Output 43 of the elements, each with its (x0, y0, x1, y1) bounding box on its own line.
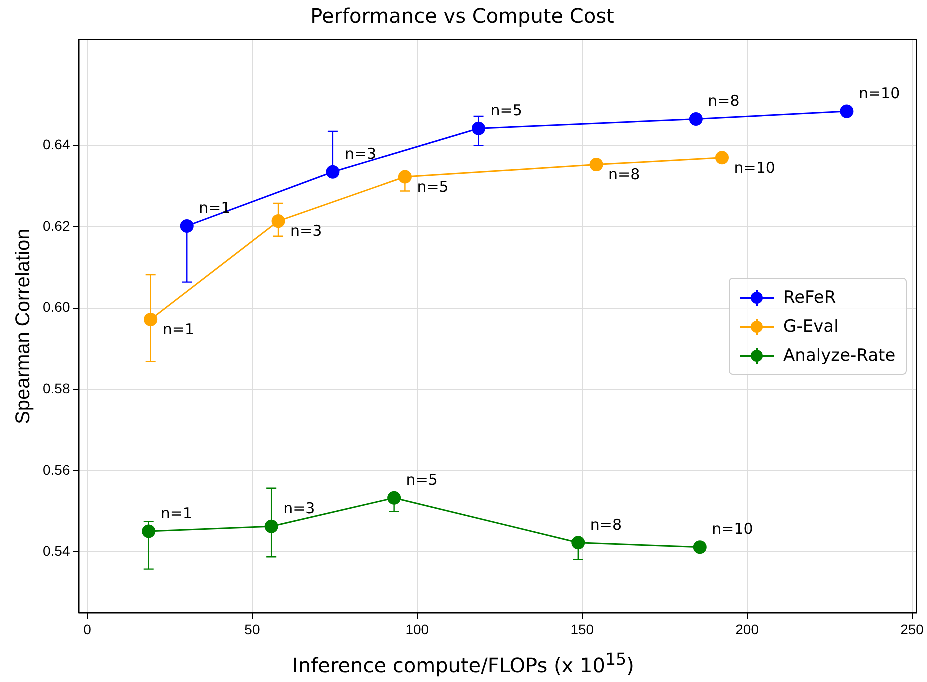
annotation: n=8 (590, 516, 622, 534)
legend-label: ReFeR (784, 288, 836, 308)
y-tick-label: 0.56 (43, 462, 70, 478)
annotation: n=3 (284, 500, 316, 518)
annotation: n=5 (490, 102, 522, 120)
point (572, 536, 586, 550)
point (693, 540, 707, 554)
y-tick-label: 0.64 (43, 136, 70, 153)
x-axis-title: Inference compute/FLOPs (x 10$^{15}$) (292, 650, 636, 678)
y-tick-label: 0.62 (43, 218, 70, 234)
x-tick-label: 0 (84, 621, 92, 638)
chart-title: Performance vs Compute Cost (310, 4, 615, 28)
point (689, 112, 703, 126)
annotation: n=3 (290, 222, 322, 240)
point (142, 524, 156, 538)
annotation: n=1 (160, 504, 192, 522)
point (326, 165, 340, 179)
x-tick-label: 50 (244, 621, 260, 638)
y-axis-title: Spearman Correlation (12, 228, 35, 424)
x-tick-label: 250 (900, 621, 924, 638)
legend-label: Analyze-Rate (784, 346, 896, 366)
point (715, 151, 729, 165)
y-tick-label: 0.60 (43, 299, 70, 316)
x-tick-label: 100 (406, 621, 430, 638)
annotation: n=1 (162, 320, 194, 339)
annotation: n=1 (199, 199, 231, 218)
x-tick-label: 200 (736, 621, 760, 638)
point (840, 104, 854, 118)
annotation: n=8 (608, 166, 640, 184)
legend-label: G-Eval (784, 316, 839, 337)
point (264, 520, 278, 534)
annotation: n=8 (708, 92, 740, 110)
annotation: n=10 (858, 84, 900, 102)
y-tick-label: 0.54 (43, 543, 70, 560)
annotation: n=5 (406, 471, 438, 490)
x-tick-label: 150 (570, 621, 594, 638)
annotation: n=3 (344, 145, 377, 164)
point (272, 214, 286, 228)
y-tick-label: 0.58 (43, 380, 70, 396)
annotation: n=5 (417, 178, 449, 196)
annotation: n=10 (734, 158, 776, 177)
annotation: n=10 (712, 520, 754, 538)
point (590, 158, 604, 172)
